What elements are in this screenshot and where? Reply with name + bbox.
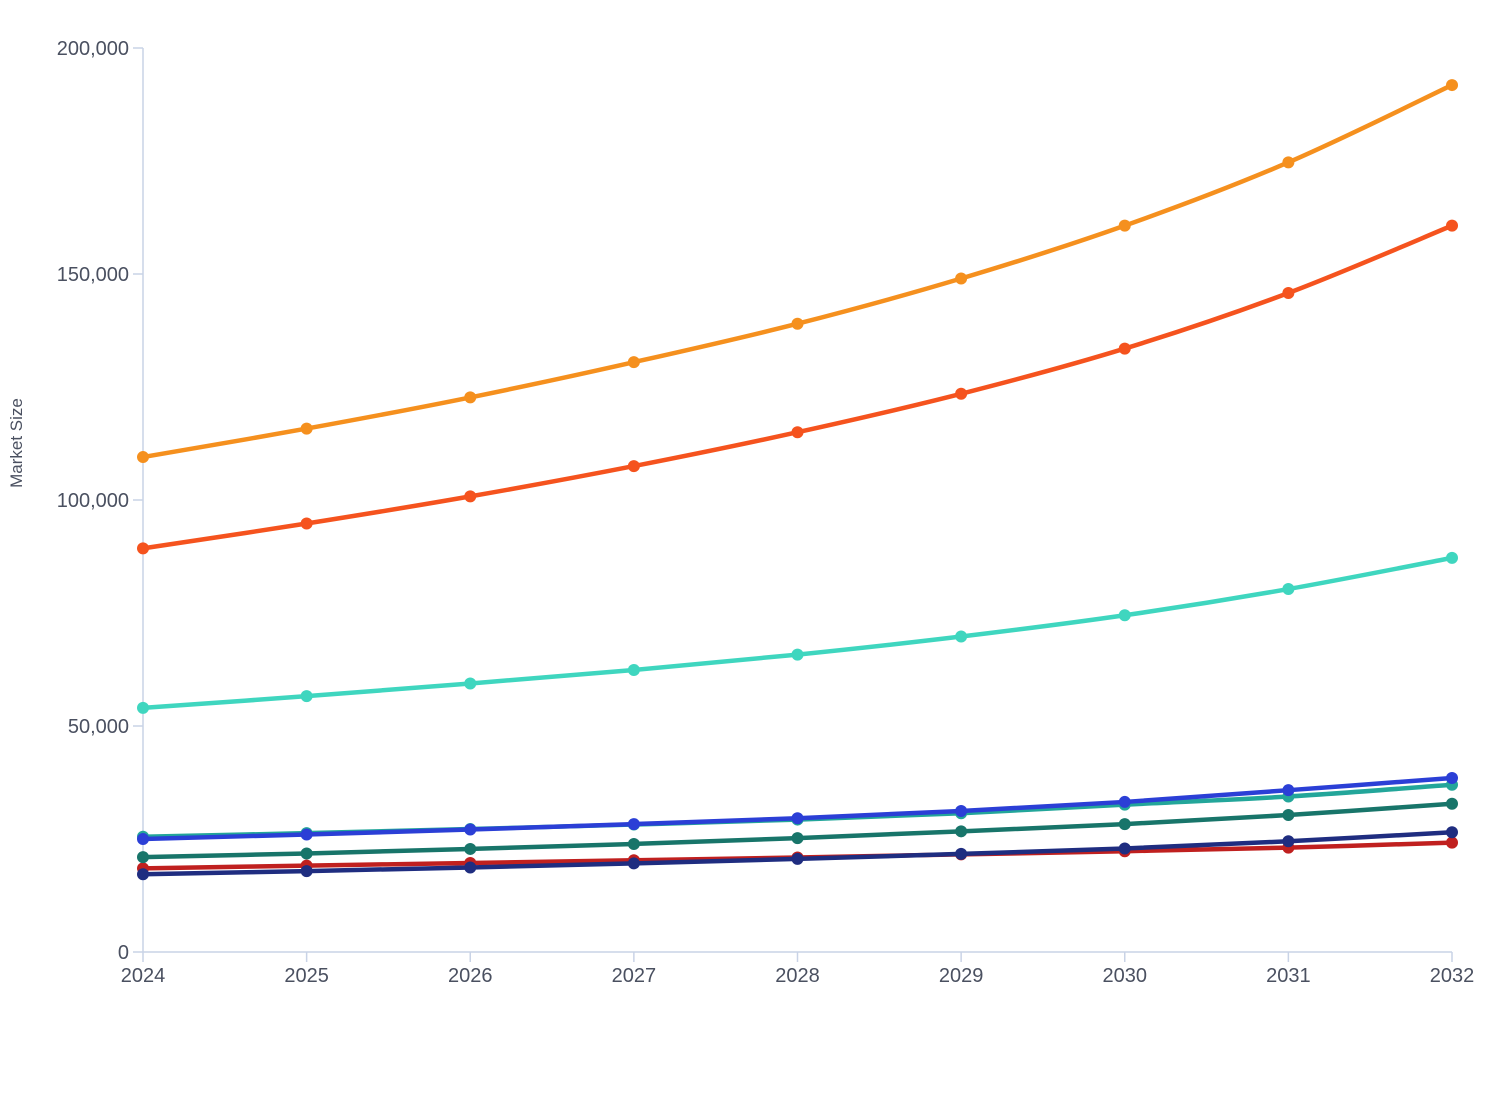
series-red-orange-point[interactable]: [300, 517, 313, 530]
y-tick-label: 100,000: [57, 490, 129, 512]
series-dark-green-point[interactable]: [1118, 818, 1131, 831]
series-blue-point[interactable]: [464, 823, 477, 836]
series-red-orange-line: [140, 223, 1455, 551]
series-orange-point[interactable]: [1118, 219, 1131, 232]
series-turquoise-point[interactable]: [627, 663, 640, 676]
x-tick-label: 2025: [284, 965, 329, 987]
series-orange-point[interactable]: [791, 317, 804, 330]
series-red-orange-point[interactable]: [627, 460, 640, 473]
series-navy-point[interactable]: [300, 865, 313, 878]
series-dark-green-point[interactable]: [1446, 797, 1458, 810]
x-tick-label: 2028: [775, 965, 820, 987]
series-turquoise: [137, 551, 1458, 714]
series-turquoise-line: [140, 555, 1455, 711]
y-tick-label: 50,000: [68, 716, 129, 738]
series-dark-green-point[interactable]: [1282, 809, 1295, 822]
series-blue: [137, 771, 1458, 845]
x-tick-label: 2026: [448, 965, 493, 987]
x-tick-label: 2027: [612, 965, 657, 987]
series-navy-point[interactable]: [1118, 842, 1131, 855]
x-tick-label: 2032: [1430, 965, 1475, 987]
series-orange: [137, 79, 1458, 464]
series-navy-point[interactable]: [1446, 826, 1458, 839]
x-tick-label: 2031: [1266, 965, 1311, 987]
series-orange-point[interactable]: [1282, 156, 1295, 169]
series-blue-point[interactable]: [1446, 771, 1458, 784]
series-orange-point[interactable]: [1446, 79, 1458, 92]
series-red-orange-point[interactable]: [1118, 342, 1131, 355]
series-blue-point[interactable]: [137, 833, 149, 845]
series-blue-point[interactable]: [1118, 795, 1131, 808]
series-dark-green-point[interactable]: [627, 837, 640, 850]
x-axis-ticks: 2024 2025 2026 2027 2028 2029 2030 2031 2032: [121, 952, 1475, 987]
series-blue-point[interactable]: [627, 818, 640, 831]
series-dark-green-point[interactable]: [791, 832, 804, 845]
series-navy-point[interactable]: [464, 861, 477, 874]
series-turquoise-point[interactable]: [1118, 609, 1131, 622]
series-crimson-point[interactable]: [1446, 836, 1458, 849]
series-turquoise-point[interactable]: [955, 630, 968, 643]
series-dark-green-point[interactable]: [137, 851, 149, 864]
series-navy-point[interactable]: [137, 868, 149, 881]
series-blue-point[interactable]: [300, 828, 313, 841]
series-turquoise-point[interactable]: [300, 690, 313, 703]
series-blue-point[interactable]: [791, 812, 804, 825]
series-dark-green-point[interactable]: [955, 825, 968, 838]
series-orange-point[interactable]: [300, 422, 313, 435]
series-blue-point[interactable]: [1282, 784, 1295, 797]
y-axis-ticks: 0 50,000 100,000 150,000 200,000: [57, 38, 143, 964]
series-layer: [137, 79, 1458, 881]
y-tick-label: 200,000: [57, 38, 129, 60]
series-orange-point[interactable]: [955, 272, 968, 285]
series-navy-point[interactable]: [1282, 835, 1295, 848]
series-dark-green-point[interactable]: [464, 842, 477, 855]
series-orange-point[interactable]: [464, 391, 477, 404]
series-turquoise-point[interactable]: [1446, 551, 1458, 564]
series-red-orange: [137, 219, 1458, 555]
series-red-orange-point[interactable]: [1282, 286, 1295, 299]
series-navy-point[interactable]: [627, 857, 640, 870]
x-tick-label: 2029: [939, 965, 984, 987]
y-axis-title: Market Size: [7, 398, 26, 488]
x-tick-label: 2024: [121, 965, 166, 987]
series-orange-point[interactable]: [627, 356, 640, 369]
series-turquoise-point[interactable]: [1282, 583, 1295, 596]
series-turquoise-point[interactable]: [791, 648, 804, 661]
series-blue-line: [140, 775, 1455, 842]
series-dark-green: [137, 797, 1458, 864]
y-tick-label: 150,000: [57, 264, 129, 286]
series-navy-point[interactable]: [791, 852, 804, 865]
series-blue-point[interactable]: [955, 804, 968, 817]
x-tick-label: 2030: [1103, 965, 1148, 987]
series-orange-line: [140, 82, 1455, 460]
series-orange-point[interactable]: [137, 451, 149, 464]
series-red-orange-point[interactable]: [955, 387, 968, 400]
y-tick-label: 0: [118, 942, 129, 964]
series-navy-point[interactable]: [955, 847, 968, 860]
series-red-orange-point[interactable]: [791, 426, 804, 439]
series-red-orange-point[interactable]: [137, 542, 149, 555]
series-turquoise-point[interactable]: [137, 701, 149, 714]
series-navy: [137, 826, 1458, 881]
series-red-orange-point[interactable]: [464, 490, 477, 503]
series-dark-green-point[interactable]: [300, 847, 313, 860]
series-red-orange-point[interactable]: [1446, 219, 1458, 232]
series-turquoise-point[interactable]: [464, 677, 477, 690]
